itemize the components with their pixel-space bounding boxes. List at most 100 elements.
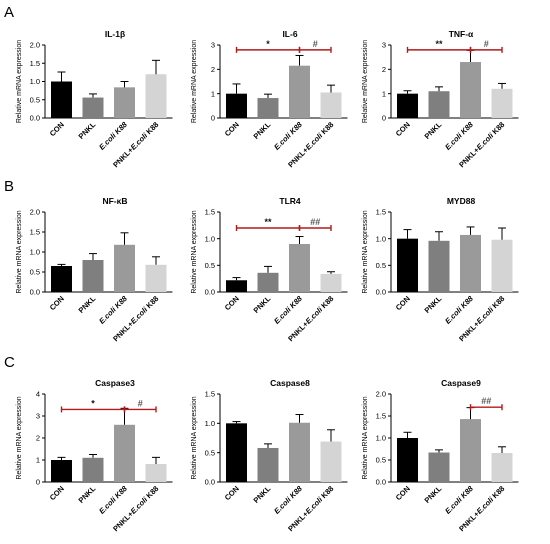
y-tick-label: 1.5 [30, 59, 40, 68]
y-tick-label: 0.0 [376, 478, 386, 487]
x-tick-label-part: PNKL [423, 120, 444, 141]
x-tick-label-part: K88 [489, 484, 507, 502]
y-tick-label: 1.0 [205, 234, 215, 243]
y-tick-label: 0.0 [205, 288, 215, 297]
x-tick-label-part: CON [48, 120, 66, 138]
x-tick-label-part: PNKL [423, 484, 444, 505]
bar [320, 441, 342, 482]
x-tick-label: E.coli K88 [97, 119, 129, 151]
x-tick-label: CON [223, 484, 241, 502]
bar [491, 239, 513, 292]
y-tick-label: 0.5 [205, 448, 215, 457]
x-tick-label-part: PNKL [423, 294, 444, 315]
y-tick-label: 1.0 [30, 248, 40, 257]
x-tick-label-part: E.coli K88 [97, 293, 129, 325]
y-tick-label: 0 [36, 478, 40, 487]
chart-title: MYD88 [447, 196, 476, 206]
bar [460, 62, 481, 118]
y-axis-label: Relative mRNA expression [191, 396, 198, 479]
x-tick-label: E.coli K88 [272, 293, 304, 325]
x-tick-label-part: CON [223, 294, 241, 312]
bar [428, 452, 450, 482]
bar [289, 422, 310, 482]
chart-title: NF-κB [102, 196, 127, 206]
x-tick-label-part: E.coli K88 [272, 293, 304, 325]
chart-title: TNF-α [449, 29, 474, 39]
bar [82, 97, 104, 118]
y-tick-label: 0.0 [30, 114, 40, 123]
y-tick-label: 1 [211, 89, 215, 98]
chart-il-6: IL-6 Relative mRNA expression 0 1 2 3 CON PNKL E… [191, 29, 348, 169]
bar [226, 423, 247, 482]
x-tick-label: CON [48, 120, 66, 138]
y-tick-label: 2.0 [30, 208, 40, 217]
bar [320, 273, 342, 292]
x-tick-label-part: E.coli K88 [272, 483, 304, 515]
y-tick-label: 3 [36, 412, 40, 421]
y-tick-label: 2 [36, 434, 40, 443]
x-tick-label-part: PNKL [252, 294, 273, 315]
x-tick-label-part: CON [48, 294, 66, 312]
x-tick-label-part: CON [394, 484, 412, 502]
x-tick-label-part: K88 [318, 294, 336, 312]
y-tick-label: 3 [211, 41, 215, 50]
y-tick-label: 3 [382, 41, 386, 50]
bar [289, 244, 310, 292]
x-tick-label-part: E.coli K88 [443, 483, 475, 515]
sig-label: # [313, 39, 318, 49]
y-tick-label: 2 [211, 65, 215, 74]
chart-title: Caspase9 [441, 378, 481, 388]
x-tick-label-part: PNKL [252, 120, 273, 141]
bar [145, 74, 167, 118]
x-tick-label: PNKL [252, 484, 273, 505]
x-tick-label-part: PNKL [252, 484, 273, 505]
y-axis-label: Relative mRNA expression [16, 40, 23, 123]
y-axis-label: Relative mRNA expression [16, 210, 23, 293]
x-tick-label-part: CON [394, 294, 412, 312]
x-tick-label-part: E.coli K88 [443, 119, 475, 151]
x-tick-label-part: CON [223, 120, 241, 138]
y-tick-label: 1.5 [205, 208, 215, 217]
y-tick-label: 1.5 [205, 390, 215, 399]
x-tick-label: CON [223, 294, 241, 312]
y-tick-label: 0.5 [376, 261, 386, 270]
x-tick-label-part: CON [394, 120, 412, 138]
x-tick-label-part: K88 [489, 294, 507, 312]
chart-caspase3: Caspase3 Relative mRNA expression 0 1 2 3 4 CON… [16, 378, 173, 533]
y-tick-label: 1.5 [376, 208, 386, 217]
bar [145, 264, 167, 292]
y-tick-label: 0.0 [30, 288, 40, 297]
x-tick-label-part: K88 [143, 484, 161, 502]
bar [491, 452, 513, 482]
bar [82, 260, 104, 292]
bar [397, 238, 418, 292]
chart-title: TLR4 [279, 196, 301, 206]
x-tick-label: PNKL [252, 120, 273, 141]
bar [460, 419, 481, 482]
x-tick-label-part: E.coli K88 [97, 483, 129, 515]
chart-tnf: TNF-α Relative mRNA expression 0 1 2 3 CON PNKL… [362, 29, 519, 169]
y-tick-label: 0.5 [30, 95, 40, 104]
y-axis-label: Relative mRNA expression [16, 396, 23, 479]
x-tick-label: PNKL [423, 484, 444, 505]
bar [114, 87, 135, 118]
y-axis-label: Relative mRNA expression [362, 40, 369, 123]
x-tick-label: E.coli K88 [272, 483, 304, 515]
x-tick-label: E.coli K88 [443, 483, 475, 515]
sig-label: ** [435, 39, 443, 49]
x-tick-label: CON [394, 120, 412, 138]
x-tick-label-part: E.coli K88 [97, 119, 129, 151]
y-tick-label: 0.5 [376, 456, 386, 465]
y-tick-label: 1 [382, 89, 386, 98]
bar [491, 88, 513, 118]
x-tick-label: PNKL [77, 484, 98, 505]
x-tick-label: E.coli K88 [443, 293, 475, 325]
x-tick-label: CON [48, 484, 66, 502]
y-tick-label: 1.0 [376, 234, 386, 243]
bar [51, 460, 72, 482]
chart-title: IL-1β [105, 29, 125, 39]
bar [397, 438, 418, 482]
bar [114, 424, 135, 482]
y-tick-label: 0.5 [205, 261, 215, 270]
